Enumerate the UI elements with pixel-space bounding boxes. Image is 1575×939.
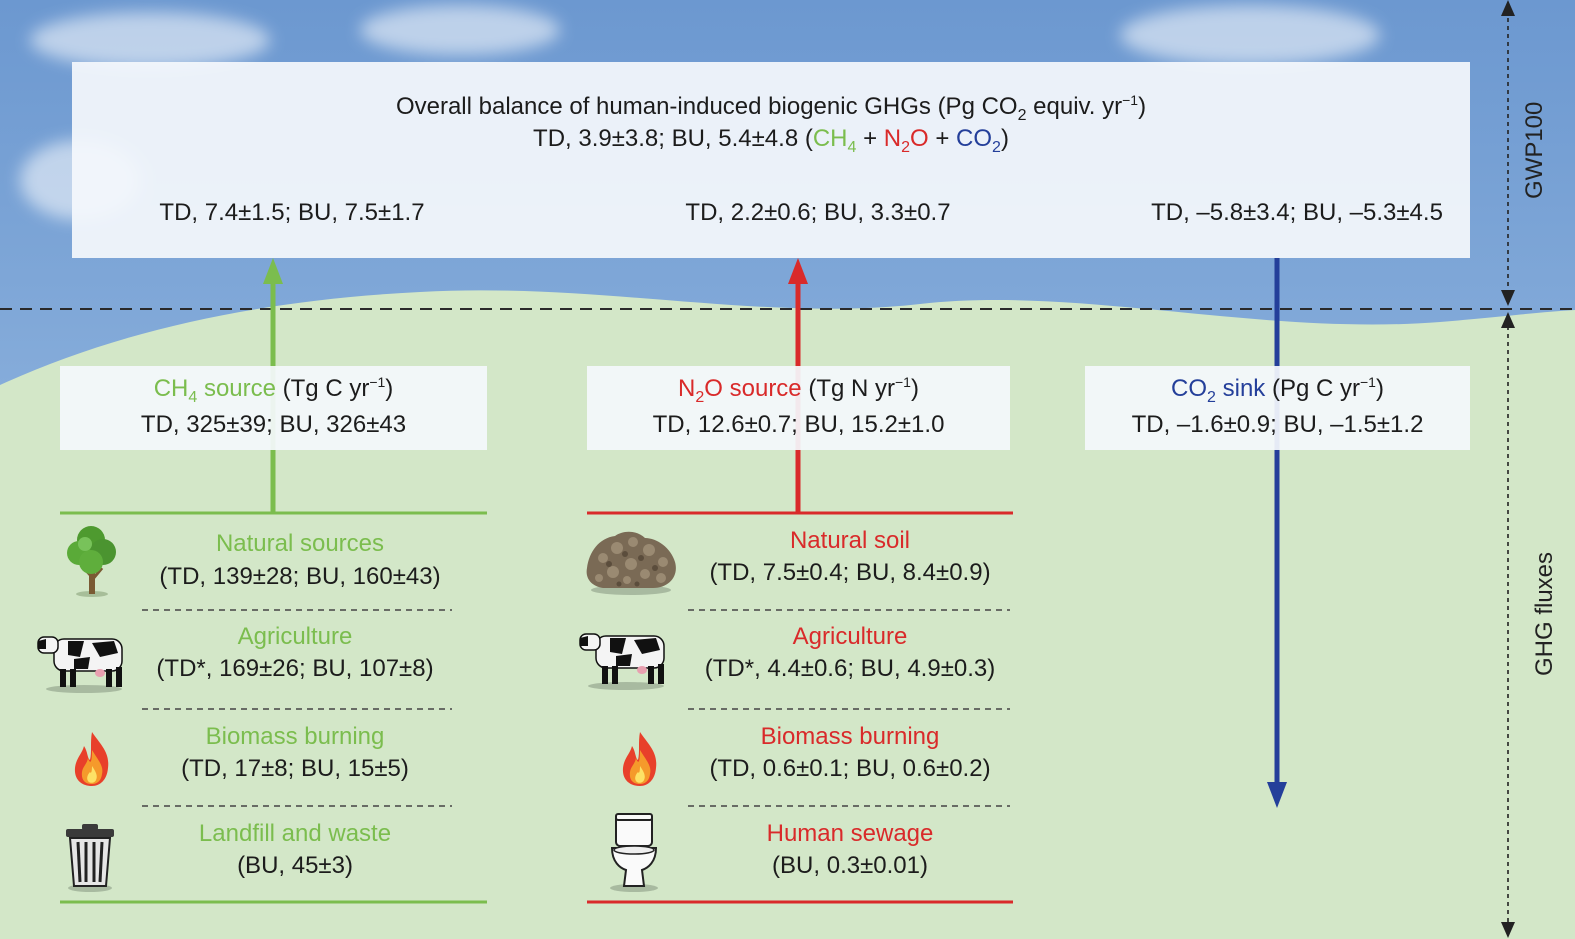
n2o-source-label: Human sewage: [766, 820, 934, 847]
ch4-source-label: Landfill and waste: [198, 820, 392, 847]
co2-gwp-value: TD, –5.8±3.4; BU, –5.3±4.5: [1151, 199, 1443, 226]
source-separators: [142, 609, 1010, 807]
n2o-gwp-value: TD, 2.2±0.6; BU, 3.3±0.7: [685, 199, 951, 226]
co2-sink-values: TD, –1.6±0.9; BU, –1.5±1.2: [1131, 411, 1424, 438]
n2o-source-title: N2O source (Tg N yr−1): [678, 374, 919, 406]
ch4-source-value: (TD, 139±28; BU, 160±43): [159, 563, 441, 590]
ch4-source-value: (BU, 45±3): [237, 852, 353, 879]
soil-icon: [586, 531, 676, 595]
ch4-source-value: (TD, 17±8; BU, 15±5): [181, 755, 409, 782]
n2o-source-box: [587, 366, 1010, 450]
tree-icon: [67, 526, 116, 597]
ch4-gwp-value: TD, 7.4±1.5; BU, 7.5±1.7: [159, 199, 425, 226]
cow-icon: [37, 636, 123, 693]
co2-arrow: [1267, 258, 1287, 808]
toilet-icon: [610, 813, 658, 892]
ch4-source-value: (TD*, 169±26; BU, 107±8): [156, 655, 434, 682]
n2o-source-value: (BU, 0.3±0.01): [772, 852, 928, 879]
overall-balance-title: Overall balance of human-induced biogeni…: [395, 92, 1147, 124]
n2o-source-label: Biomass burning: [760, 723, 940, 750]
ch4-source-title: CH4 source (Tg C yr−1): [153, 374, 394, 406]
co2-sink-title: CO2 sink (Pg C yr−1): [1171, 374, 1384, 406]
n2o-source-value: (TD, 7.5±0.4; BU, 8.4±0.9): [709, 559, 991, 586]
ch4-source-label: Biomass burning: [205, 723, 385, 750]
trash-can-icon: [66, 824, 114, 892]
n2o-source-label: Agriculture: [792, 623, 908, 650]
ground: [0, 290, 1575, 939]
n2o-formula: N2O: [883, 125, 929, 156]
ch4-formula: CH4: [812, 125, 857, 156]
n2o-source-value: (TD, 0.6±0.1; BU, 0.6±0.2): [709, 755, 991, 782]
ch4-source-values: TD, 325±39; BU, 326±43: [140, 411, 407, 438]
n2o-source-label: Natural soil: [789, 527, 911, 554]
n2o-source-values: TD, 12.6±0.7; BU, 15.2±1.0: [652, 411, 945, 438]
ch4-source-label: Natural sources: [215, 530, 385, 557]
ghg-fluxes-axis-label: GHG fluxes: [1531, 551, 1558, 677]
fire-icon: [622, 732, 657, 786]
fire-icon: [74, 732, 109, 786]
overall-balance-values: TD, 3.9±3.8; BU, 5.4±4.8 (CH4 + N2O + CO…: [533, 125, 1009, 156]
n2o-source-value: (TD*, 4.4±0.6; BU, 4.9±0.3): [704, 655, 996, 682]
overall-balance-panel: [72, 62, 1470, 258]
co2-formula: CO2: [956, 125, 1001, 156]
ch4-source-label: Agriculture: [237, 623, 353, 650]
ch4-source-box: [60, 366, 487, 450]
cow-icon: [579, 633, 665, 690]
gwp100-axis-label: GWP100: [1521, 101, 1548, 199]
co2-sink-box: [1085, 366, 1470, 450]
right-axis: [1501, 0, 1515, 938]
